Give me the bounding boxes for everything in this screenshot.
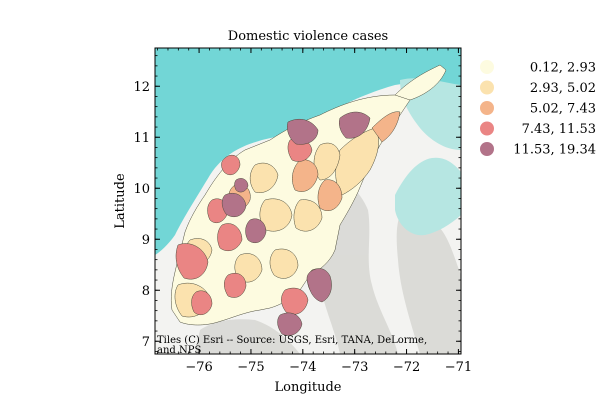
legend-marker <box>480 60 494 74</box>
region <box>234 253 263 283</box>
legend-marker <box>480 80 494 95</box>
region <box>281 287 309 315</box>
choropleth-regions <box>170 94 411 336</box>
region <box>269 248 299 279</box>
region <box>221 192 247 217</box>
legend-label: 11.53, 19.34 <box>513 143 596 158</box>
y-axis-title: Latitude <box>113 173 128 229</box>
x-tick-label: −73 <box>341 360 368 375</box>
region <box>249 162 279 193</box>
region <box>224 272 247 298</box>
x-tick-label: −74 <box>289 360 316 375</box>
region <box>317 179 343 211</box>
legend-marker <box>480 142 494 156</box>
region <box>293 199 323 232</box>
x-tick-label: −76 <box>185 360 212 375</box>
region <box>313 142 341 181</box>
gulf-venezuela <box>395 157 461 236</box>
attribution-line-1: Tiles (C) Esri -- Source: USGS, Esri, TA… <box>157 335 427 346</box>
region <box>191 290 213 315</box>
legend-marker <box>480 121 494 136</box>
legend: 0.12, 2.93 2.93, 5.02 5.02, 7.43 7.43, 11.5… <box>480 60 596 158</box>
region <box>292 159 319 192</box>
y-tick-label: 7 <box>142 335 150 350</box>
region <box>287 119 319 145</box>
x-tick-label: −75 <box>237 360 264 375</box>
ticks-layer: −76 −75 −74 −73 −72 −71 7 8 9 10 11 12 <box>133 48 472 375</box>
map-area: Tiles (C) Esri -- Source: USGS, Esri, TA… <box>155 48 461 356</box>
region <box>277 312 303 336</box>
legend-label: 2.93, 5.02 <box>530 81 596 96</box>
attribution-line-2: and NPS <box>157 345 201 356</box>
region <box>371 111 401 143</box>
y-tick-label: 11 <box>133 131 150 146</box>
legend-label: 7.43, 11.53 <box>522 122 596 137</box>
region <box>306 268 332 303</box>
plot-title: Domestic violence cases <box>228 29 388 44</box>
region <box>245 218 267 243</box>
x-tick-label: −72 <box>393 360 420 375</box>
region <box>221 154 241 176</box>
x-axis-title: Longitude <box>275 380 342 395</box>
legend-label: 5.02, 7.43 <box>530 102 596 117</box>
y-tick-label: 12 <box>133 80 150 95</box>
y-tick-label: 10 <box>133 182 150 197</box>
region <box>339 111 371 139</box>
region <box>217 223 243 251</box>
region <box>234 178 249 193</box>
region <box>175 243 209 280</box>
legend-label: 0.12, 2.93 <box>530 61 596 76</box>
region <box>259 198 293 232</box>
y-tick-label: 8 <box>142 284 150 299</box>
axes-frame <box>154 47 462 355</box>
sea-deep <box>155 48 461 255</box>
legend-marker <box>480 101 494 115</box>
x-tick-label: −71 <box>445 360 472 375</box>
y-tick-label: 9 <box>142 233 150 248</box>
